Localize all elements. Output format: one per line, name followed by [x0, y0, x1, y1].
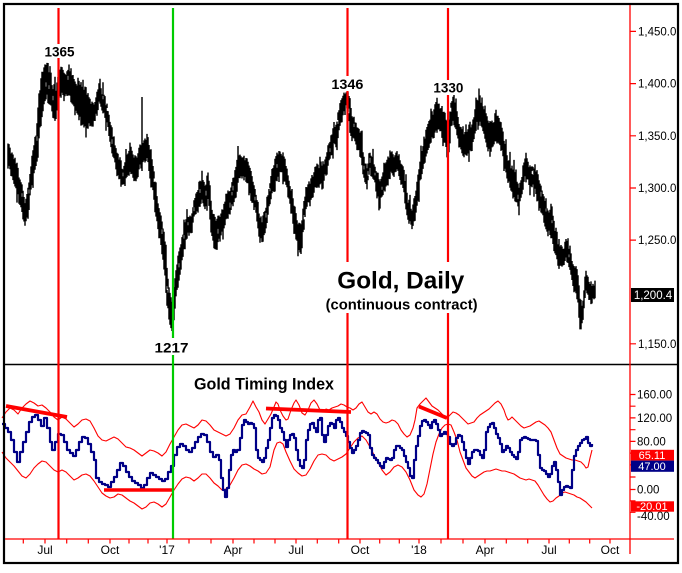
svg-text:1,200.4: 1,200.4 [634, 290, 673, 302]
svg-text:-20.01: -20.01 [636, 501, 667, 513]
svg-text:160.00: 160.00 [637, 390, 672, 402]
svg-text:80.00: 80.00 [637, 436, 666, 448]
svg-text:1,350.0: 1,350.0 [638, 131, 676, 143]
svg-text:1330: 1330 [433, 81, 463, 96]
svg-text:1217: 1217 [155, 341, 189, 356]
svg-text:1,150.0: 1,150.0 [638, 339, 676, 351]
svg-text:1365: 1365 [45, 45, 75, 60]
svg-text:1,450.0: 1,450.0 [638, 26, 676, 38]
svg-text:'17: '17 [159, 543, 175, 557]
svg-text:Oct: Oct [351, 543, 370, 557]
svg-text:Jul: Jul [288, 543, 303, 557]
svg-text:65.11: 65.11 [639, 450, 666, 462]
svg-text:Apr: Apr [224, 543, 243, 557]
svg-text:1346: 1346 [331, 77, 364, 92]
svg-text:120.00: 120.00 [637, 413, 672, 425]
svg-text:-40.00: -40.00 [637, 511, 670, 523]
svg-text:Gold, Daily: Gold, Daily [337, 268, 465, 295]
svg-text:Oct: Oct [101, 543, 120, 557]
svg-text:1,400.0: 1,400.0 [638, 79, 676, 91]
svg-text:Oct: Oct [601, 543, 620, 557]
svg-text:1,250.0: 1,250.0 [638, 235, 676, 247]
svg-text:Gold Timing Index: Gold Timing Index [194, 375, 335, 394]
svg-text:Jul: Jul [37, 543, 52, 557]
svg-text:47.00: 47.00 [638, 461, 666, 473]
svg-text:Jul: Jul [541, 543, 556, 557]
svg-text:1,300.0: 1,300.0 [638, 183, 676, 195]
svg-text:Apr: Apr [476, 543, 495, 557]
svg-text:(continuous contract): (continuous contract) [326, 297, 478, 314]
svg-text:0.00: 0.00 [637, 485, 659, 497]
svg-text:'18: '18 [411, 543, 427, 557]
